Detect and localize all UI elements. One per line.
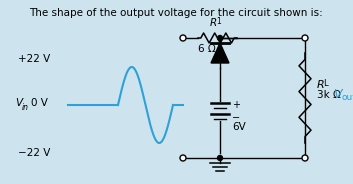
Text: The shape of the output voltage for the circuit shown is:: The shape of the output voltage for the …	[29, 8, 323, 18]
Polygon shape	[211, 43, 229, 63]
Text: 6 Ω: 6 Ω	[198, 44, 216, 54]
Text: R: R	[210, 18, 217, 28]
Text: V: V	[15, 98, 22, 108]
Text: in: in	[22, 103, 29, 112]
Circle shape	[302, 155, 308, 161]
Circle shape	[180, 35, 186, 41]
Text: +22 V: +22 V	[18, 54, 50, 64]
Circle shape	[180, 155, 186, 161]
Text: −22 V: −22 V	[18, 148, 50, 158]
Text: L: L	[323, 79, 328, 88]
Text: out: out	[342, 93, 353, 102]
Circle shape	[217, 36, 222, 40]
Text: R: R	[317, 80, 325, 90]
Text: 6V: 6V	[232, 121, 246, 132]
Text: −: −	[232, 112, 240, 123]
Text: 1: 1	[216, 17, 221, 26]
Text: +: +	[232, 100, 240, 111]
Text: 3k Ω: 3k Ω	[317, 90, 341, 100]
Text: V: V	[333, 88, 341, 100]
Text: 0 V: 0 V	[31, 98, 48, 108]
Circle shape	[302, 35, 308, 41]
Circle shape	[217, 155, 222, 160]
